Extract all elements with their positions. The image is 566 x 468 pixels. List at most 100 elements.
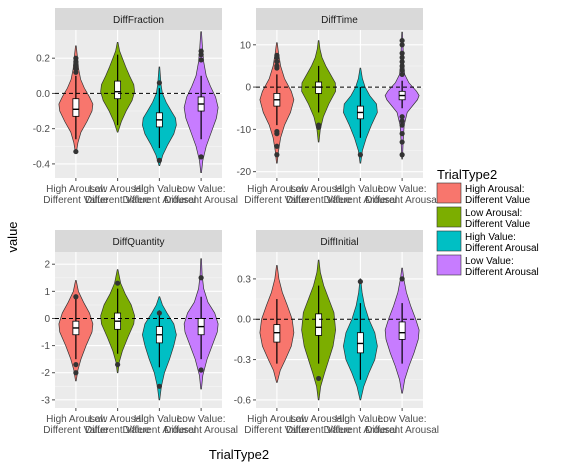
legend-key <box>436 230 462 252</box>
y-tick-label: -3 <box>41 395 50 406</box>
outlier-point <box>73 55 79 61</box>
legend-label: Different Value <box>465 195 531 206</box>
outlier-point <box>156 383 162 389</box>
y-tick-label: 0 <box>245 83 251 94</box>
y-tick-label: 0.0 <box>237 315 251 326</box>
outlier-point <box>274 59 280 65</box>
violin-1 <box>58 45 94 155</box>
outlier-point <box>399 114 405 120</box>
outlier-point <box>399 37 405 44</box>
legend-key <box>436 254 462 276</box>
outlier-point <box>399 139 405 145</box>
legend-label: Low Arousal: <box>465 208 522 219</box>
y-tick-label: -2 <box>41 368 50 379</box>
outlier-point <box>399 50 405 56</box>
x-tick-label: Low Arousal: Different Value <box>286 184 352 206</box>
legend-label: High Arousal: <box>465 184 524 195</box>
x-tick-label: High Value: Different Arousal <box>123 184 197 206</box>
legend-label: Different Arousal <box>465 267 539 278</box>
outlier-point <box>73 370 79 376</box>
boxplot-box <box>398 321 406 340</box>
boxplot-box <box>114 80 122 100</box>
legend-label: High Value: <box>465 232 516 243</box>
legend-title: TrialType2 <box>437 167 497 182</box>
violin-3 <box>142 66 177 167</box>
outlier-point <box>399 54 405 61</box>
outlier-point <box>316 375 322 382</box>
outlier-point <box>198 57 204 63</box>
outlier-point <box>399 63 405 69</box>
outlier-point <box>399 67 405 73</box>
boxplot-box <box>315 313 323 336</box>
violin-2 <box>100 269 135 374</box>
y-axis-title: value <box>5 221 20 252</box>
outlier-point <box>399 42 405 48</box>
violin-2 <box>100 41 135 133</box>
y-tick-label: 0.2 <box>36 54 50 65</box>
violin-3 <box>343 278 378 401</box>
x-tick-label: Low Value: Different Arousal <box>164 414 238 436</box>
outlier-point <box>399 131 405 137</box>
outlier-point <box>115 361 121 368</box>
x-tick-label: Low Arousal: Different Value <box>286 414 352 436</box>
legend-key <box>436 206 462 228</box>
facet-strip <box>55 230 222 252</box>
x-tick-label: High Arousal: Different Value <box>43 184 109 206</box>
violin-3 <box>343 67 378 164</box>
y-tick-label: -1 <box>41 341 50 352</box>
y-tick-label: -0.3 <box>234 355 252 366</box>
outlier-point <box>357 152 363 158</box>
legend-label: Different Value <box>465 219 531 230</box>
y-tick-label: -0.2 <box>33 124 51 135</box>
facet-panel-difffraction: DiffFraction -0.4 -0.2 0.0 0.2 High Arousal: D… <box>33 8 238 206</box>
outlier-point <box>399 59 405 65</box>
x-tick-label: High Arousal: Different Value <box>244 184 310 206</box>
x-tick-label: High Arousal: Different Value <box>43 414 109 436</box>
outlier-point <box>316 122 322 128</box>
outlier-point <box>274 63 280 69</box>
legend-label: Low Value: <box>465 256 514 267</box>
violin-2 <box>301 40 336 143</box>
violin-3 <box>142 296 177 401</box>
outlier-point <box>115 280 121 286</box>
legend-item-2: Low Arousal:Different Value <box>436 206 531 230</box>
y-tick-label: 0.3 <box>237 274 251 285</box>
legend-item-3: High Value:Different Arousal <box>436 230 539 254</box>
outlier-point <box>198 275 204 281</box>
boxplot-box <box>72 98 80 117</box>
x-tick-label: Low Value: Different Arousal <box>365 414 439 436</box>
x-tick-label: Low Arousal: Different Value <box>85 184 151 206</box>
outlier-point <box>399 276 405 282</box>
outlier-point <box>156 310 162 316</box>
x-tick-label: Low Value: Different Arousal <box>164 184 238 206</box>
violin-4 <box>384 267 420 394</box>
y-tick-label: -0.4 <box>33 159 51 170</box>
facet-strip-label: DiffInitial <box>320 237 358 248</box>
violin-2 <box>301 259 336 401</box>
legend-label: Different Arousal <box>465 243 539 254</box>
y-tick-label: -20 <box>237 167 252 178</box>
y-tick-label: -0.6 <box>234 395 252 406</box>
facet-strip <box>256 230 423 252</box>
outlier-point <box>399 71 405 77</box>
facet-panel-diffinitial: DiffInitial -0.6 -0.3 0.0 0.3 High Arousal: Di… <box>234 230 439 436</box>
x-axis-title: TrialType2 <box>209 447 269 462</box>
outlier-point <box>73 361 79 368</box>
outlier-point <box>198 367 204 373</box>
outlier-point <box>198 48 204 54</box>
facet-strip-label: DiffTime <box>321 15 358 26</box>
y-tick-label: -10 <box>237 125 252 136</box>
x-tick-label: Low Value: Different Arousal <box>365 184 439 206</box>
outlier-point <box>156 80 162 86</box>
legend-item-4: Low Value:Different Arousal <box>436 254 539 278</box>
y-tick-label: 1 <box>44 287 50 298</box>
outlier-point <box>399 122 405 128</box>
outlier-point <box>274 52 280 58</box>
x-tick-label: High Arousal: Different Value <box>244 414 310 436</box>
outlier-point <box>274 128 280 135</box>
outlier-point <box>357 278 363 285</box>
violin-1 <box>259 265 295 383</box>
x-tick-label: Low Arousal: Different Value <box>85 414 151 436</box>
